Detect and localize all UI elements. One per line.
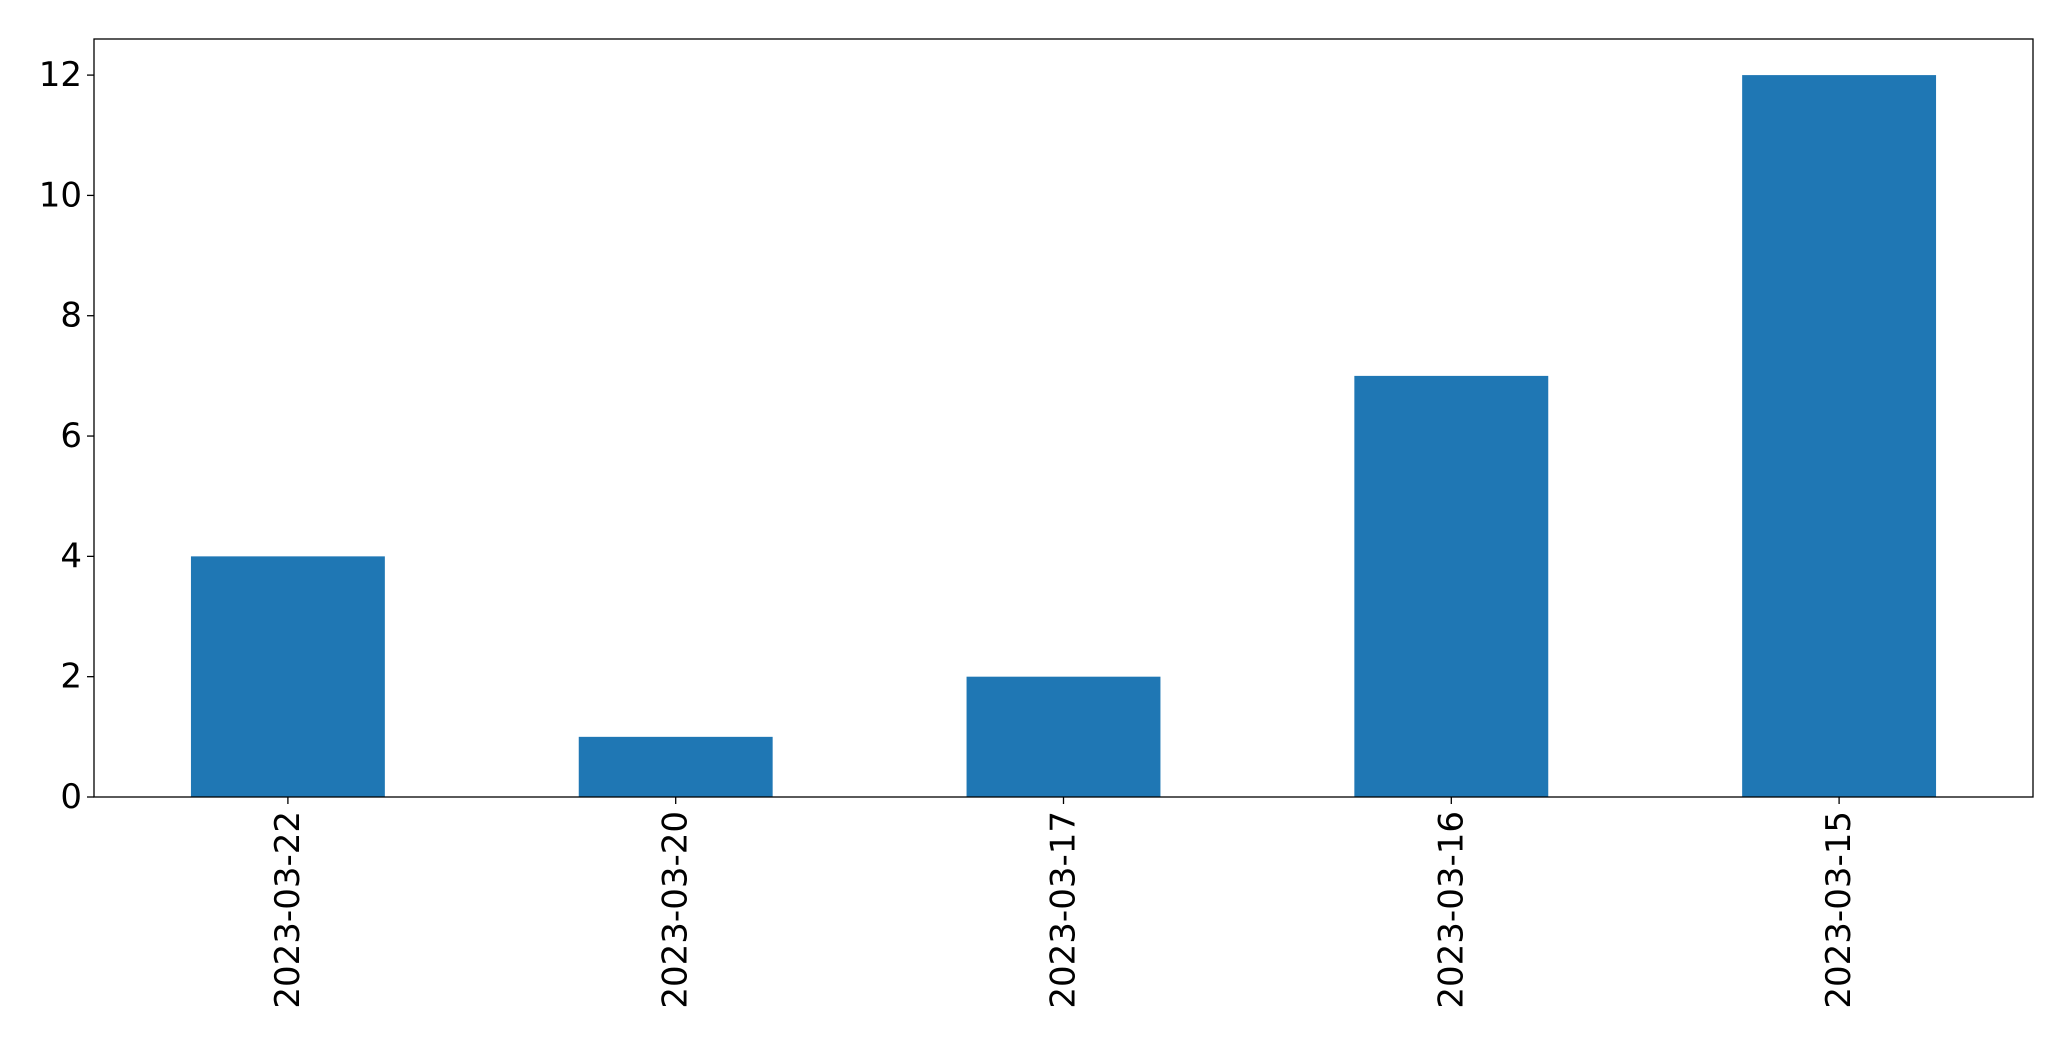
y-tick-label: 4 (60, 536, 82, 576)
y-tick-label: 8 (60, 296, 82, 336)
x-tick-label: 2023-03-17 (1044, 811, 1084, 1009)
bar-2023-03-15 (1742, 75, 1937, 798)
x-axis: 2023-03-22 2023-03-20 2023-03-17 2023-03-16… (268, 797, 1859, 1009)
bars (190, 75, 1937, 798)
y-tick-label: 2 (60, 657, 82, 697)
y-axis: 0 2 4 6 8 10 12 (39, 55, 94, 817)
y-tick-label: 10 (39, 175, 82, 215)
y-tick-label: 12 (39, 55, 82, 95)
x-tick-label: 2023-03-20 (656, 811, 696, 1009)
y-tick-label: 0 (60, 777, 82, 817)
bar-2023-03-22 (190, 556, 385, 797)
y-tick-label: 6 (60, 416, 82, 456)
bar-2023-03-20 (578, 736, 773, 797)
x-tick-label: 2023-03-22 (268, 811, 308, 1009)
x-tick-label: 2023-03-15 (1819, 811, 1859, 1009)
x-tick-label: 2023-03-16 (1431, 811, 1471, 1009)
bar-2023-03-16 (1354, 375, 1549, 797)
bar-2023-03-17 (966, 676, 1161, 797)
plot-frame (93, 38, 2034, 798)
